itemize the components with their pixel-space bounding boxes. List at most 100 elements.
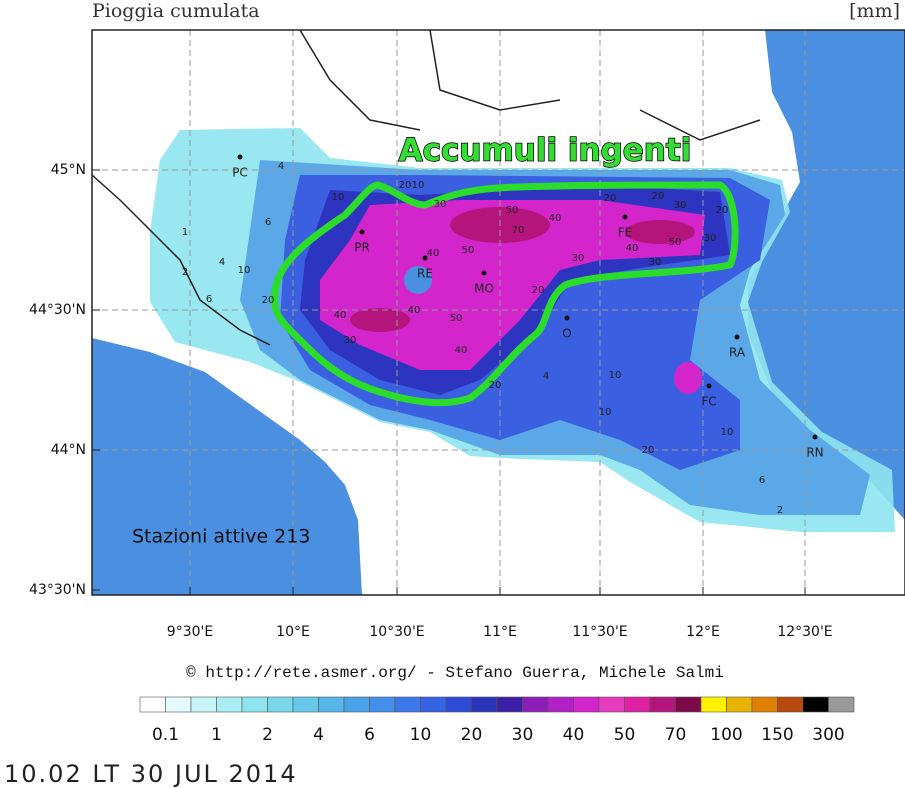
contour-label: 20 [399,180,412,191]
city-dot [812,434,818,440]
contour-label: 30 [649,257,662,268]
colorbar-label: 4 [313,725,324,745]
colorbar-label: 40 [563,725,585,745]
contour-label: 4 [219,257,225,268]
city-dot [481,270,487,276]
colorbar-box [598,696,625,713]
colorbar-box [216,696,243,713]
contour-label: 30 [344,335,357,346]
colorbar-box [522,696,549,713]
contour-label: 40 [626,243,639,254]
city-dot [359,229,365,235]
lon-label: 10°30'E [369,624,424,640]
colorbar-label: 150 [761,725,793,745]
lat-label: 44°30'N [29,302,86,318]
rain-core [350,308,410,332]
contour-label: 40 [427,248,440,259]
contour-label: 40 [549,213,562,224]
contour-label: 4 [278,161,284,172]
lon-label: 12°E [686,624,720,640]
annotation: Accumuli ingenti [399,133,692,169]
contour-label: 20 [604,193,617,204]
contour-label: 1 [182,227,188,238]
contour-label: 20 [652,191,665,202]
contour-label: 10 [332,192,345,203]
map: Accumuli ingenti Stazioni attive 213 10 2… [29,29,905,640]
colorbar-label: 1 [211,725,222,745]
city-label: RE [417,267,433,281]
colorbar-box [700,696,727,713]
city-label: RA [729,346,746,360]
contour-label: 50 [462,245,475,256]
city-dot [237,154,243,160]
highlight-outline [270,181,739,407]
colorbar: 0.1 1 2 4 6 10 20 30 40 50 70 100 150 300 [139,696,855,745]
contour-label: 2 [777,505,783,516]
colorbar-label: 30 [512,725,534,745]
colorbar-label: 100 [710,725,742,745]
colorbar-label: 300 [812,725,844,745]
colorbar-label: 20 [461,725,483,745]
borders [91,29,761,346]
city-dot [706,383,712,389]
unit: [mm] [849,0,900,22]
contour-label: 50 [506,205,519,216]
city-label: RN [806,446,823,460]
city-label: O [562,327,571,341]
city-label: PR [354,241,370,255]
lon-label: 10°E [276,624,310,640]
stations-count: Stazioni attive 213 [132,526,310,548]
rain-magenta [320,200,705,370]
lon-label: 12°30'E [777,624,832,640]
colorbar-box [445,696,472,713]
colorbar-box [369,696,396,713]
city-label: PC [232,166,248,180]
timestamp: 10.02 LT 30 JUL 2014 [4,760,298,788]
contour-label: 6 [759,475,765,486]
contour-label: 6 [206,294,212,305]
colorbar-box [726,696,753,713]
contour-label: 10 [721,427,734,438]
contour-label: 10 [238,265,251,276]
colorbar-box [165,696,192,713]
rain-core [625,220,695,244]
lat-label: 45°N [51,162,86,178]
colorbar-box [241,696,268,713]
contour-label: 20 [716,205,729,216]
lat-label: 44°N [51,442,86,458]
contour-label: 50 [450,313,463,324]
map-labels: 10 20 6 4 2 1 4 6 10 20 30 40 50 70 50 40 40 50 30 20 30 20 30… [182,154,824,516]
colorbar-label: 0.1 [152,725,179,745]
colorbar-box [318,696,345,713]
contour-label: 70 [512,225,525,236]
ligurian-sea [92,338,362,595]
colorbar-label: 2 [262,725,273,745]
colorbar-label: 70 [665,725,687,745]
contour-label: 40 [455,345,468,356]
lat-label: 43°30'N [29,582,86,598]
colorbar-box [573,696,600,713]
city-dot [422,255,428,261]
colorbar-label: 10 [410,725,432,745]
colorbar-label: 50 [614,725,636,745]
colorbar-box [292,696,319,713]
colorbar-box [675,696,702,713]
contour-label: 50 [669,237,682,248]
colorbar-box [343,696,370,713]
city-label: MO [474,282,494,296]
colorbar-box [751,696,778,713]
lon-label: 11°E [483,624,517,640]
contour-label: 20 [532,285,545,296]
colorbar-box [190,696,217,713]
colorbar-box [624,696,651,713]
contour-label: 30 [572,253,585,264]
rain-core [674,362,702,394]
colorbar-box [828,696,855,713]
contour-label: 6 [265,217,271,228]
credit: © http://rete.asmer.org/ - Stefano Guerr… [186,664,724,682]
contour-label: 4 [543,371,549,382]
contour-label: 20 [642,445,655,456]
contour-label: 30 [704,233,717,244]
contour-label: 30 [434,199,447,210]
